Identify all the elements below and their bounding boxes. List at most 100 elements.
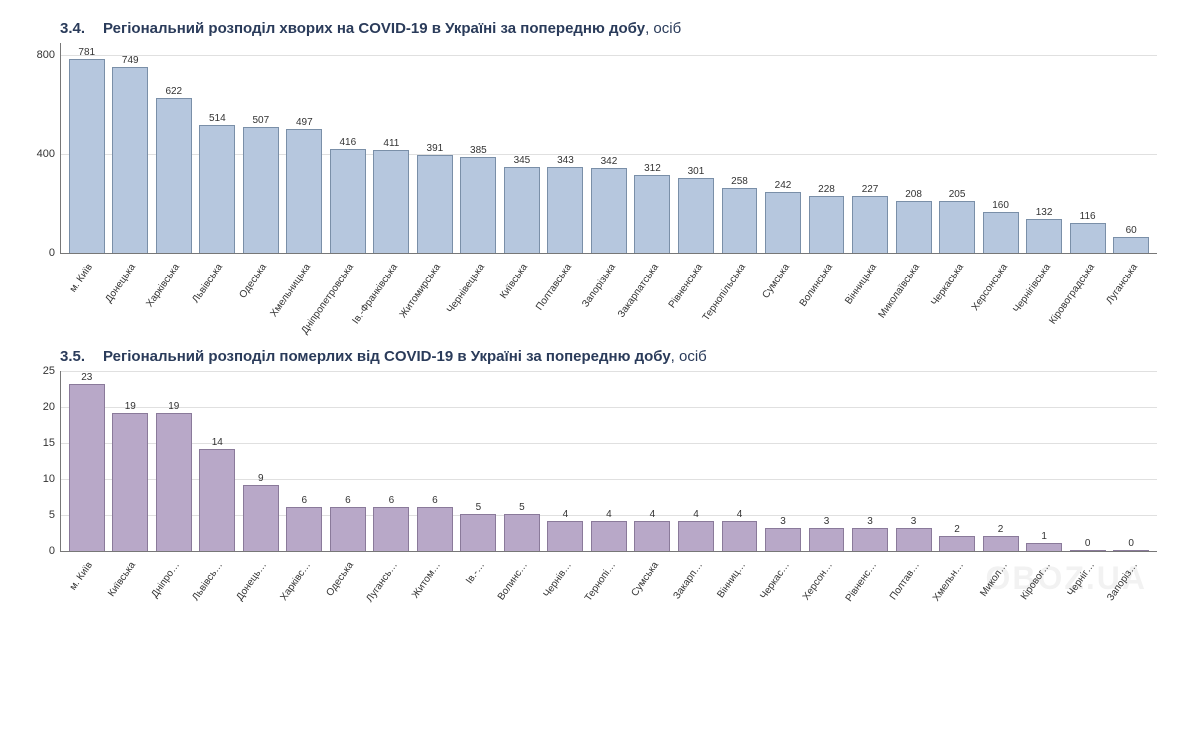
bar-value: 301 (688, 166, 705, 177)
xlabel: Київська (499, 262, 531, 301)
bar-slot: 342 (587, 168, 631, 253)
bar: 3 (852, 528, 888, 551)
bar-value: 3 (911, 516, 917, 527)
bar-slot: 3 (805, 528, 849, 551)
bar: 132 (1026, 219, 1062, 253)
bar: 781 (69, 59, 105, 253)
xlabel-slot: Харківс… (282, 552, 326, 607)
bar-slot: 1 (1022, 543, 1066, 551)
chart1-title-suffix: , осіб (645, 20, 681, 37)
xlabel: Кіровог… (1019, 560, 1053, 602)
bar-slot: 497 (283, 129, 327, 253)
chart2-section-number: 3.5. (60, 348, 85, 365)
xlabel-slot: Харківська (151, 254, 195, 324)
bar-slot: 23 (65, 384, 109, 551)
bar-value: 242 (775, 180, 792, 191)
xlabel-slot: Волинська (805, 254, 849, 324)
bar-slot: 2 (935, 536, 979, 551)
bar-slot: 227 (848, 196, 892, 253)
chart1-xlabels: м. КиївДонецькаХарківськаЛьвівськаОдеськ… (60, 254, 1157, 324)
xlabel: Рівненс… (844, 560, 879, 604)
bar: 227 (852, 196, 888, 253)
bar-slot: 343 (544, 167, 588, 253)
bar-value: 5 (476, 502, 482, 513)
xlabel-slot: Запоріз… (1110, 552, 1154, 607)
bar: 2 (983, 536, 1019, 551)
xlabel-slot: Кіровоградська (1066, 254, 1110, 324)
xlabel: Донецька (104, 262, 139, 305)
bar: 312 (634, 175, 670, 253)
xlabel-slot: Київська (500, 254, 544, 324)
bar-value: 227 (862, 184, 879, 195)
bar-value: 514 (209, 113, 226, 124)
bar-value: 60 (1126, 225, 1137, 236)
bar-value: 116 (1080, 211, 1096, 222)
xlabel: Черкас… (758, 560, 792, 601)
bar-value: 19 (125, 401, 136, 412)
xlabel: м. Київ (67, 262, 94, 294)
xlabel-slot: м. Київ (64, 254, 108, 324)
xlabel-slot: Тернопільська (717, 254, 761, 324)
bar-slot: 205 (935, 201, 979, 253)
xlabel: Херсон… (801, 560, 835, 602)
chart1-plot: 0400800781749622514507497416411391385345… (60, 43, 1157, 254)
bar-slot: 116 (1066, 223, 1110, 253)
bar-slot: 19 (109, 413, 153, 551)
bar: 391 (417, 155, 453, 253)
xlabel: Львівсь… (191, 560, 226, 603)
bar: 4 (591, 521, 627, 551)
bar-slot: 749 (109, 67, 153, 253)
bar-value: 208 (905, 189, 922, 200)
bar: 3 (765, 528, 801, 551)
xlabel: Вінницька (843, 262, 879, 307)
xlabel-slot: Донець… (238, 552, 282, 607)
bar-slot: 622 (152, 98, 196, 253)
bar: 6 (417, 507, 453, 551)
bar-value: 258 (731, 176, 748, 187)
bar-slot: 3 (892, 528, 936, 551)
bar: 385 (460, 157, 496, 253)
xlabel-slot: Хмельн… (935, 552, 979, 607)
xlabel: Черкаська (929, 262, 966, 308)
bar: 6 (373, 507, 409, 551)
bar-slot: 60 (1109, 237, 1153, 253)
bar-value: 228 (818, 184, 835, 195)
bar-slot: 345 (500, 167, 544, 253)
xlabel: Сумська (630, 560, 662, 599)
bar-slot: 301 (674, 178, 718, 253)
bar-value: 132 (1036, 207, 1053, 218)
bar-value: 4 (606, 509, 612, 520)
bar-value: 23 (81, 372, 92, 383)
xlabel: Донець… (235, 560, 270, 603)
bar: 0 (1070, 550, 1106, 551)
bar-value: 781 (78, 47, 95, 58)
bar-slot: 514 (196, 125, 240, 253)
xlabel-slot: Луганська (1110, 254, 1154, 324)
bar: 242 (765, 192, 801, 253)
bar-value: 205 (949, 189, 966, 200)
xlabel-slot: Київська (108, 552, 152, 607)
bar: 345 (504, 167, 540, 253)
bar-slot: 0 (1109, 550, 1153, 551)
bar: 9 (243, 485, 279, 551)
bar-slot: 6 (413, 507, 457, 551)
xlabel: Вінниц… (716, 560, 749, 600)
bar-slot: 14 (196, 449, 240, 551)
bar-slot: 385 (457, 157, 501, 253)
bar: 4 (547, 521, 583, 551)
bar: 60 (1113, 237, 1149, 253)
bar-value: 6 (345, 495, 351, 506)
bar: 6 (286, 507, 322, 551)
bar-value: 0 (1085, 538, 1091, 549)
bar-value: 4 (693, 509, 699, 520)
xlabel-slot: Одеська (325, 552, 369, 607)
xlabel: Львівська (191, 262, 226, 305)
xlabel-slot: Ів.-… (456, 552, 500, 607)
bars: 7817496225145074974164113913853453433423… (61, 43, 1157, 253)
bar-slot: 416 (326, 149, 370, 253)
bar-slot: 132 (1022, 219, 1066, 253)
bar: 507 (243, 127, 279, 253)
bar-value: 160 (992, 200, 1009, 211)
bar: 19 (156, 413, 192, 551)
bar-value: 9 (258, 473, 264, 484)
